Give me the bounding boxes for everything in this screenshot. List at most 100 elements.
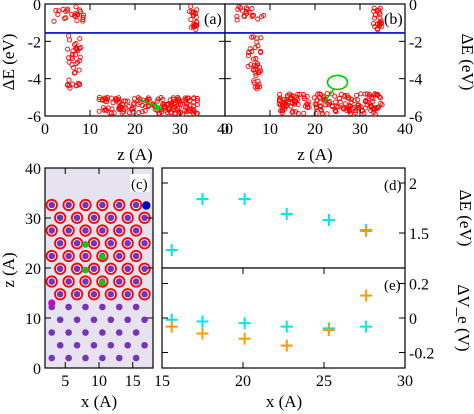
data-point	[324, 91, 330, 97]
data-point	[250, 56, 257, 62]
plus-marker	[280, 208, 293, 220]
plus-marker	[165, 244, 178, 256]
data-point	[355, 97, 361, 103]
atom	[99, 303, 106, 311]
panel-b-plot	[225, 4, 405, 117]
data-point	[352, 108, 358, 114]
ytick-label: 0	[33, 0, 41, 14]
data-point	[189, 9, 195, 15]
data-point	[254, 35, 260, 41]
data-point	[283, 103, 289, 109]
data-point	[332, 93, 338, 99]
data-point	[67, 85, 73, 91]
data-point	[235, 6, 241, 12]
atom-blue	[142, 201, 151, 210]
panel-c-xlabel: x (A)	[81, 392, 117, 411]
ytick-label: 20	[25, 261, 41, 278]
atom	[99, 227, 106, 234]
data-point	[80, 12, 87, 18]
data-point	[77, 36, 83, 42]
data-point	[126, 110, 133, 116]
ytick-label: -0.2	[409, 345, 434, 362]
plus-marker	[360, 289, 373, 302]
data-point	[155, 96, 161, 102]
ytick-label: 40	[25, 161, 41, 178]
data-point	[71, 13, 77, 19]
panel-d-ylabel: ΔE (eV)	[456, 190, 474, 247]
xtick-label: 0	[221, 121, 229, 138]
data-point	[363, 98, 369, 104]
data-point	[280, 108, 286, 114]
atom	[107, 265, 115, 273]
atom	[82, 252, 89, 260]
xtick-label: 40	[397, 121, 413, 138]
data-point	[245, 63, 251, 70]
data-point	[165, 109, 171, 115]
atom	[107, 290, 115, 298]
panel-d-yticks: 1.52	[162, 176, 429, 243]
data-point	[160, 101, 166, 108]
data-point	[259, 14, 265, 20]
data-point	[292, 101, 298, 107]
data-point	[250, 13, 256, 19]
panel-e-ylabel: ΔV_e (V)	[454, 284, 473, 351]
data-point	[96, 96, 102, 103]
panel-a-ylabel: ΔE (eV)	[0, 34, 18, 91]
xtick-label: 10	[91, 373, 107, 390]
atom	[90, 239, 98, 247]
data-point	[116, 105, 122, 111]
data-point	[243, 5, 250, 11]
xtick-label: 20	[235, 373, 251, 390]
data-point	[51, 18, 57, 24]
data-point	[110, 100, 116, 106]
data-point	[301, 110, 307, 116]
data-point	[122, 98, 128, 104]
data-point	[234, 13, 240, 20]
ytick-label: -6	[28, 109, 41, 126]
ytick-label: -4	[28, 72, 41, 89]
data-point	[319, 110, 325, 116]
data-point	[66, 59, 72, 65]
data-point	[131, 100, 137, 106]
ytick-label: -4	[409, 72, 422, 89]
atom	[56, 239, 64, 247]
atom	[124, 316, 131, 324]
atom	[132, 227, 140, 234]
data-point	[318, 91, 324, 98]
data-point	[72, 69, 78, 76]
atom	[73, 239, 81, 247]
atom	[65, 303, 72, 311]
atom	[65, 201, 72, 209]
panel-e: (e) 0.2 0 -0.2 15 20 25 30 x (A) ΔV_e (V)	[154, 267, 473, 411]
data-point	[379, 102, 385, 108]
atom	[115, 252, 123, 260]
ytick-label: 1.5	[409, 226, 429, 243]
plus-marker	[360, 320, 373, 333]
data-point	[290, 108, 296, 114]
data-point	[96, 108, 102, 114]
atom	[115, 278, 123, 285]
plus-marker	[196, 193, 209, 205]
panel-b: (b) 0 -2 -4 -6 0 10 20 30 40 z (A) ΔE (eV)	[221, 0, 474, 164]
panel-d: (d) 1.52 ΔE (eV)	[161, 167, 474, 269]
atom	[124, 290, 131, 298]
data-point	[135, 95, 141, 101]
plus-marker	[196, 327, 209, 340]
atom	[56, 316, 64, 324]
data-point	[276, 98, 282, 104]
atom	[65, 252, 72, 260]
panel-d-plot	[165, 193, 373, 256]
atom	[99, 329, 106, 336]
data-point	[312, 101, 318, 107]
data-point	[188, 3, 194, 9]
data-point	[249, 13, 255, 20]
data-point	[335, 104, 341, 110]
panel-c: (c) 0 10 20 30 40 5 10 15 x (A) z (A)	[0, 161, 154, 411]
panel-c-label-bg	[130, 174, 150, 192]
data-point	[351, 105, 357, 111]
data-point	[69, 11, 75, 17]
annotation-ellipse	[326, 74, 349, 91]
data-point	[246, 49, 252, 55]
data-point	[376, 22, 383, 29]
panel-b-yticks: 0 -2 -4 -6	[225, 0, 422, 126]
